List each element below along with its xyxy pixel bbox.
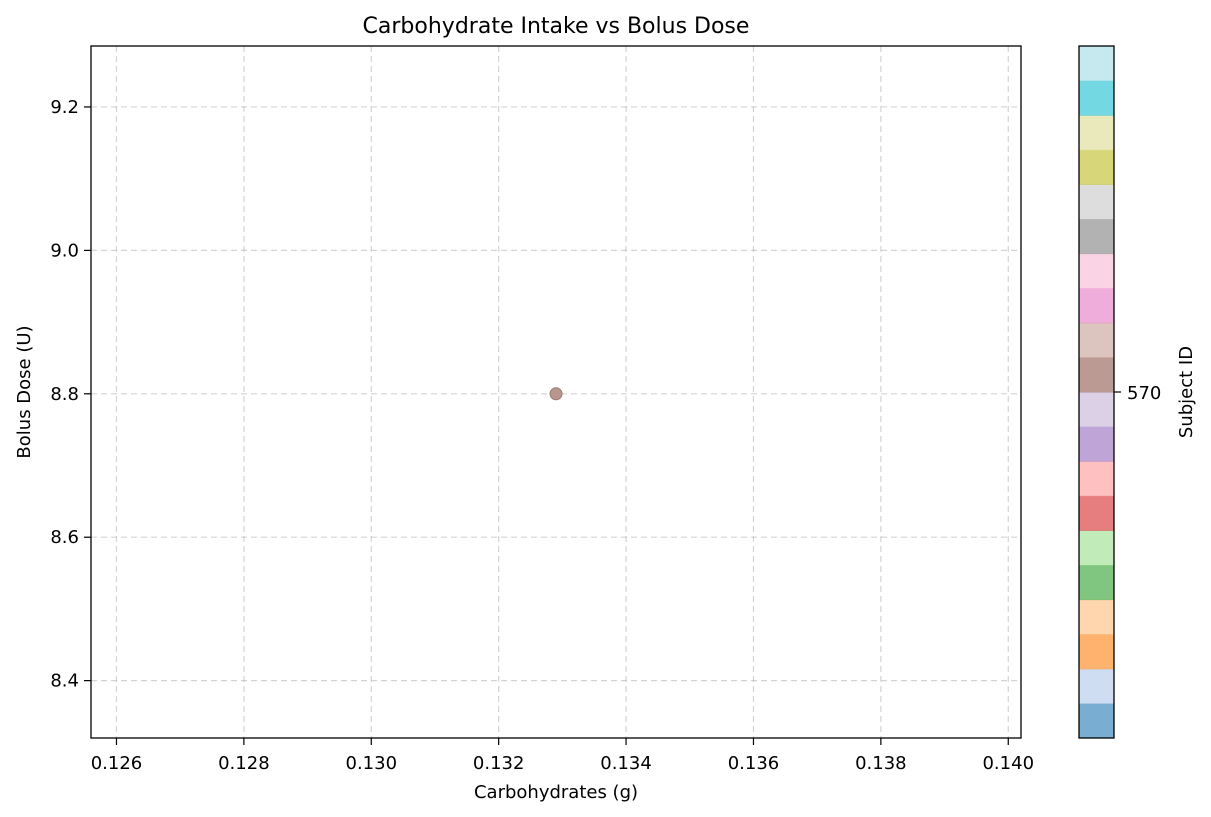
colorbar-segment (1079, 115, 1114, 151)
plot-frame (90, 45, 1022, 739)
x-tick-label: 0.126 (91, 753, 143, 774)
grid (91, 46, 1021, 738)
y-tick-label: 9.0 (50, 240, 79, 261)
x-tick-label: 0.132 (473, 753, 525, 774)
colorbar-segment (1079, 426, 1114, 462)
x-tick-label: 0.134 (600, 753, 652, 774)
colorbar-segment (1079, 46, 1114, 82)
colorbar-title: Subject ID (1176, 346, 1197, 438)
x-tick-label: 0.128 (218, 753, 270, 774)
y-tick-label: 9.2 (50, 97, 79, 118)
colorbar-segment (1079, 80, 1114, 116)
colorbar-segment (1079, 253, 1114, 289)
colorbar-tick-label: 570 (1127, 383, 1161, 404)
colorbar-segment (1079, 668, 1114, 704)
colorbar: 570 (1078, 45, 1161, 739)
points (549, 387, 563, 401)
colorbar-segment (1079, 184, 1114, 220)
colorbar-segment (1079, 288, 1114, 324)
y-tick-label: 8.6 (50, 527, 79, 548)
colorbar-segment (1079, 599, 1114, 635)
colorbar-segment (1079, 703, 1114, 739)
chart-title: Carbohydrate Intake vs Bolus Dose (363, 14, 750, 39)
y-axis: 8.4 8.6 8.8 9.0 9.2 (50, 97, 91, 692)
colorbar-segment (1079, 495, 1114, 531)
x-tick-label: 0.138 (855, 753, 907, 774)
colorbar-segment (1079, 392, 1114, 428)
colorbar-segment (1079, 530, 1114, 566)
colorbar-segment (1079, 461, 1114, 497)
y-tick-label: 8.8 (50, 384, 79, 405)
colorbar-segment (1079, 565, 1114, 601)
x-axis: 0.126 0.128 0.130 0.132 0.134 0.136 0.138 0.140 (91, 738, 1034, 774)
y-axis-title: Bolus Dose (U) (14, 325, 35, 458)
x-axis-title: Carbohydrates (g) (474, 782, 638, 803)
colorbar-segment (1079, 322, 1114, 358)
x-tick-label: 0.136 (728, 753, 780, 774)
colorbar-segment (1079, 357, 1114, 393)
colorbar-segment (1079, 634, 1114, 670)
colorbar-segment (1079, 149, 1114, 185)
data-point (549, 387, 563, 401)
x-tick-label: 0.130 (346, 753, 398, 774)
y-tick-label: 8.4 (50, 671, 79, 692)
x-tick-label: 0.140 (982, 753, 1034, 774)
colorbar-segment (1079, 219, 1114, 255)
